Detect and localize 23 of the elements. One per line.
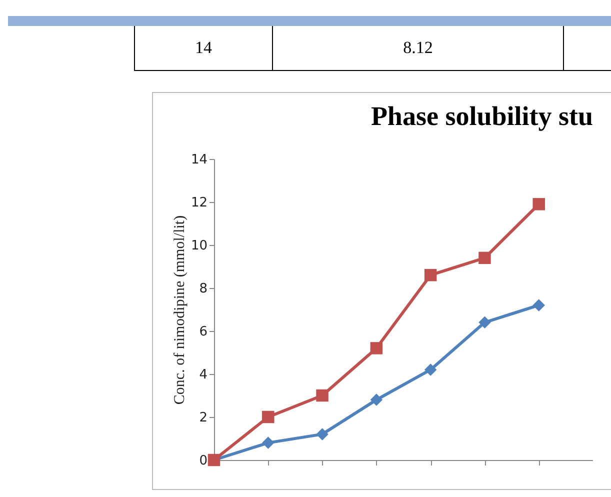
y-tick-label: 12 bbox=[190, 196, 208, 210]
point bbox=[370, 342, 383, 354]
point bbox=[478, 252, 491, 264]
y-tick-label: 8 bbox=[199, 282, 208, 296]
y-tick-label: 14 bbox=[190, 152, 208, 168]
y-tick-label: 4 bbox=[199, 368, 208, 382]
point bbox=[262, 410, 274, 424]
y-axis-title: Conc. of nimodipine (mmol/lit) bbox=[172, 215, 188, 405]
point bbox=[262, 436, 274, 449]
text: 8.12 bbox=[273, 26, 564, 70]
y-tick-label: 2 bbox=[199, 410, 208, 426]
point bbox=[316, 389, 328, 402]
point bbox=[478, 316, 491, 329]
point bbox=[316, 428, 328, 440]
point bbox=[424, 364, 437, 376]
point bbox=[532, 299, 545, 312]
y-tick-label: 10 bbox=[190, 238, 208, 254]
point bbox=[424, 268, 437, 282]
y-tick-label: 0 bbox=[199, 454, 208, 468]
point bbox=[370, 394, 383, 406]
chart-title: Phase solubility stu bbox=[370, 101, 593, 131]
point bbox=[532, 198, 545, 210]
y-tick-label: 6 bbox=[199, 324, 208, 340]
